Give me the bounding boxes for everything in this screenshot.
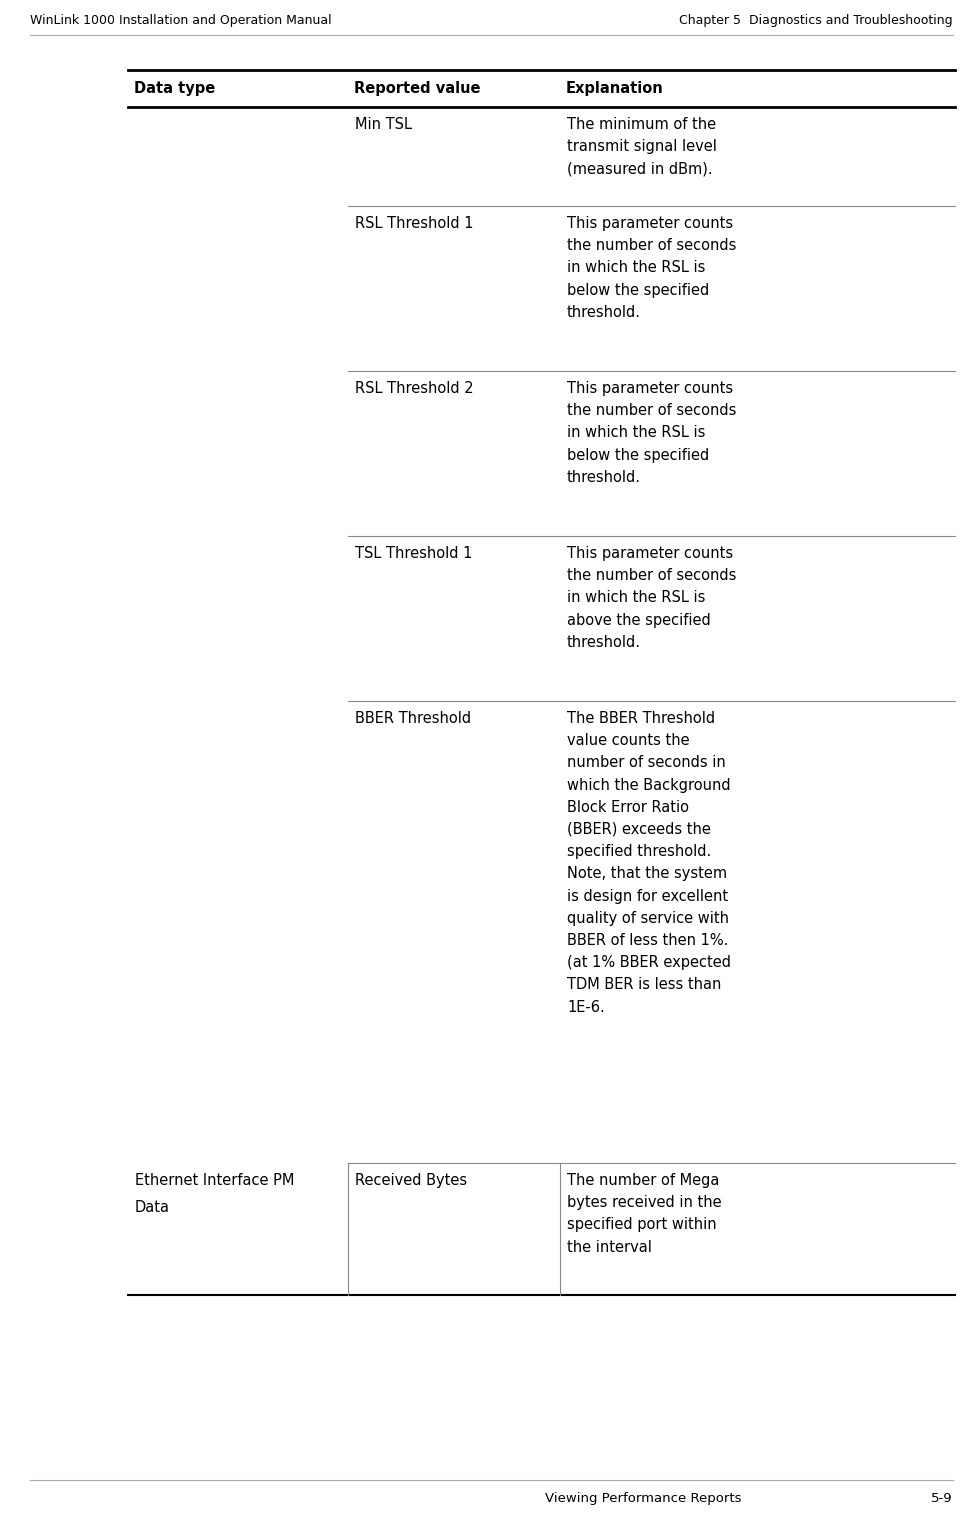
Text: The BBER Threshold
value counts the
number of seconds in
which the Background
Bl: The BBER Threshold value counts the numb…	[567, 710, 731, 1014]
Text: This parameter counts
the number of seconds
in which the RSL is
above the specif: This parameter counts the number of seco…	[567, 546, 737, 650]
Text: RSL Threshold 1: RSL Threshold 1	[355, 216, 474, 232]
Text: Data type: Data type	[134, 81, 215, 97]
Text: TSL Threshold 1: TSL Threshold 1	[355, 546, 472, 561]
Text: This parameter counts
the number of seconds
in which the RSL is
below the specif: This parameter counts the number of seco…	[567, 216, 737, 319]
Text: WinLink 1000 Installation and Operation Manual: WinLink 1000 Installation and Operation …	[30, 14, 332, 28]
Text: Viewing Performance Reports: Viewing Performance Reports	[545, 1493, 741, 1505]
Text: This parameter counts
the number of seconds
in which the RSL is
below the specif: This parameter counts the number of seco…	[567, 380, 737, 485]
Text: The number of Mega
bytes received in the
specified port within
the interval: The number of Mega bytes received in the…	[567, 1174, 722, 1255]
Text: The minimum of the
transmit signal level
(measured in dBm).: The minimum of the transmit signal level…	[567, 117, 717, 176]
Text: Reported value: Reported value	[354, 81, 481, 97]
Text: RSL Threshold 2: RSL Threshold 2	[355, 380, 474, 396]
Text: Explanation: Explanation	[566, 81, 664, 97]
Text: 5-9: 5-9	[931, 1493, 953, 1505]
Text: Ethernet Interface PM
Data: Ethernet Interface PM Data	[135, 1174, 295, 1215]
Text: Min TSL: Min TSL	[355, 117, 412, 132]
Text: Received Bytes: Received Bytes	[355, 1174, 467, 1187]
Text: BBER Threshold: BBER Threshold	[355, 710, 471, 726]
Text: Chapter 5  Diagnostics and Troubleshooting: Chapter 5 Diagnostics and Troubleshootin…	[679, 14, 953, 28]
